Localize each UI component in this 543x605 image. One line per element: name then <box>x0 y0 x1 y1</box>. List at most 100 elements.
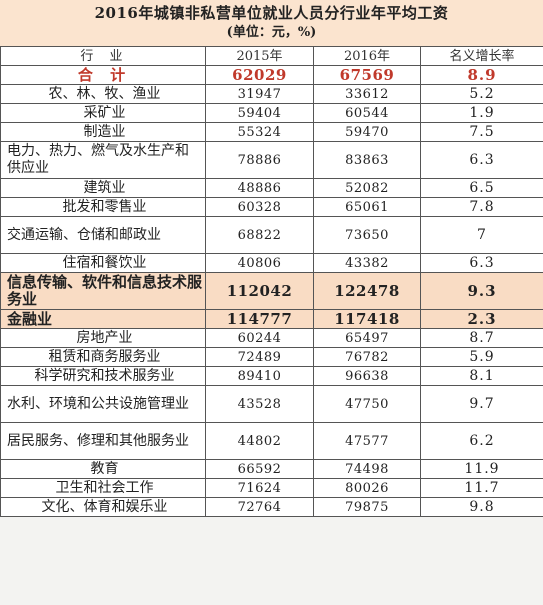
wage-2016-cell: 73650 <box>313 216 421 254</box>
wage-2015-cell: 59404 <box>205 103 314 123</box>
table-row: 教育 66592 74498 11.9 <box>0 459 543 479</box>
wage-2016-cell: 79875 <box>313 497 421 517</box>
wage-2016-cell: 67569 <box>313 65 421 85</box>
wage-2016-cell: 80026 <box>313 478 421 498</box>
wage-2015-cell: 62029 <box>205 65 314 85</box>
growth-cell: 5.2 <box>420 84 543 104</box>
wage-2015-cell: 48886 <box>205 178 314 198</box>
header-growth: 名义增长率 <box>420 46 543 66</box>
header-2015: 2015年 <box>205 46 314 66</box>
wage-2016-cell: 60544 <box>313 103 421 123</box>
table-row: 文化、体育和娱乐业 72764 79875 9.8 <box>0 497 543 517</box>
wage-2016-cell: 76782 <box>313 347 421 367</box>
industry-cell: 房地产业 <box>0 328 206 348</box>
wage-2016-cell: 43382 <box>313 253 421 273</box>
wage-2015-cell: 114777 <box>205 309 314 329</box>
industry-cell: 农、林、牧、渔业 <box>0 84 206 104</box>
industry-cell: 建筑业 <box>0 178 206 198</box>
industry-cell: 批发和零售业 <box>0 197 206 217</box>
industry-cell: 水利、环境和公共设施管理业 <box>0 385 206 423</box>
table-row: 租赁和商务服务业 72489 76782 5.9 <box>0 347 543 367</box>
industry-cell: 合 计 <box>0 65 206 85</box>
industry-cell: 住宿和餐饮业 <box>0 253 206 273</box>
wage-2016-cell: 122478 <box>313 272 421 310</box>
wage-2015-cell: 72764 <box>205 497 314 517</box>
header-industry: 行 业 <box>0 46 206 66</box>
table-row: 农、林、牧、渔业 31947 33612 5.2 <box>0 84 543 104</box>
table-row-highlighted: 信息传输、软件和信息技术服务业 112042 122478 9.3 <box>0 272 543 310</box>
total-row: 合 计 62029 67569 8.9 <box>0 65 543 85</box>
industry-cell: 文化、体育和娱乐业 <box>0 497 206 517</box>
table-row: 房地产业 60244 65497 8.7 <box>0 328 543 348</box>
wage-2016-cell: 117418 <box>313 309 421 329</box>
wage-2016-cell: 65497 <box>313 328 421 348</box>
wage-2016-cell: 52082 <box>313 178 421 198</box>
wage-2016-cell: 83863 <box>313 141 421 179</box>
table-row: 批发和零售业 60328 65061 7.8 <box>0 197 543 217</box>
industry-cell: 金融业 <box>0 309 206 329</box>
growth-cell: 8.7 <box>420 328 543 348</box>
wage-2016-cell: 74498 <box>313 459 421 479</box>
table-row: 交通运输、仓储和邮政业 68822 73650 7 <box>0 216 543 254</box>
industry-cell: 交通运输、仓储和邮政业 <box>0 216 206 254</box>
header-row: 行 业 2015年 2016年 名义增长率 <box>0 46 543 66</box>
growth-cell: 9.8 <box>420 497 543 517</box>
growth-cell: 6.3 <box>420 253 543 273</box>
wage-2015-cell: 68822 <box>205 216 314 254</box>
growth-cell: 5.9 <box>420 347 543 367</box>
table-subtitle: (单位：元，%) <box>226 25 317 40</box>
wage-2015-cell: 40806 <box>205 253 314 273</box>
industry-cell: 卫生和社会工作 <box>0 478 206 498</box>
wage-2015-cell: 78886 <box>205 141 314 179</box>
growth-cell: 1.9 <box>420 103 543 123</box>
growth-cell: 6.3 <box>420 141 543 179</box>
growth-cell: 7.8 <box>420 197 543 217</box>
wage-2016-cell: 47577 <box>313 422 421 460</box>
wage-2015-cell: 31947 <box>205 84 314 104</box>
industry-cell: 信息传输、软件和信息技术服务业 <box>0 272 206 310</box>
growth-cell: 7.5 <box>420 122 543 142</box>
table-row-highlighted: 金融业 114777 117418 2.3 <box>0 309 543 329</box>
table-title: 2016年城镇非私营单位就业人员分行业年平均工资 <box>94 4 449 22</box>
table-row: 采矿业 59404 60544 1.9 <box>0 103 543 123</box>
growth-cell: 6.2 <box>420 422 543 460</box>
growth-cell: 9.7 <box>420 385 543 423</box>
table-row: 建筑业 48886 52082 6.5 <box>0 178 543 198</box>
wage-2016-cell: 96638 <box>313 366 421 386</box>
title-block: 2016年城镇非私营单位就业人员分行业年平均工资 (单位：元，%) <box>0 0 543 46</box>
wage-2015-cell: 60244 <box>205 328 314 348</box>
growth-cell: 2.3 <box>420 309 543 329</box>
growth-cell: 8.1 <box>420 366 543 386</box>
table-row: 制造业 55324 59470 7.5 <box>0 122 543 142</box>
table-row: 居民服务、修理和其他服务业 44802 47577 6.2 <box>0 422 543 460</box>
table-row: 电力、热力、燃气及水生产和供应业 78886 83863 6.3 <box>0 141 543 179</box>
table-row: 水利、环境和公共设施管理业 43528 47750 9.7 <box>0 385 543 423</box>
wage-2015-cell: 55324 <box>205 122 314 142</box>
industry-cell: 采矿业 <box>0 103 206 123</box>
industry-cell: 科学研究和技术服务业 <box>0 366 206 386</box>
growth-cell: 11.7 <box>420 478 543 498</box>
industry-cell: 制造业 <box>0 122 206 142</box>
wage-2015-cell: 66592 <box>205 459 314 479</box>
wage-2016-cell: 33612 <box>313 84 421 104</box>
wage-table: 行 业 2015年 2016年 名义增长率 合 计 62029 67569 8.… <box>0 46 543 517</box>
header-2016: 2016年 <box>313 46 421 66</box>
wage-2016-cell: 59470 <box>313 122 421 142</box>
table-row: 住宿和餐饮业 40806 43382 6.3 <box>0 253 543 273</box>
growth-cell: 11.9 <box>420 459 543 479</box>
wage-2015-cell: 89410 <box>205 366 314 386</box>
industry-cell: 电力、热力、燃气及水生产和供应业 <box>0 141 206 179</box>
industry-cell: 教育 <box>0 459 206 479</box>
industry-cell: 租赁和商务服务业 <box>0 347 206 367</box>
wage-2015-cell: 71624 <box>205 478 314 498</box>
wage-2015-cell: 60328 <box>205 197 314 217</box>
wage-2015-cell: 43528 <box>205 385 314 423</box>
wage-2015-cell: 44802 <box>205 422 314 460</box>
wage-2015-cell: 112042 <box>205 272 314 310</box>
growth-cell: 6.5 <box>420 178 543 198</box>
growth-cell: 8.9 <box>420 65 543 85</box>
growth-cell: 7 <box>420 216 543 254</box>
wage-2015-cell: 72489 <box>205 347 314 367</box>
table-row: 科学研究和技术服务业 89410 96638 8.1 <box>0 366 543 386</box>
